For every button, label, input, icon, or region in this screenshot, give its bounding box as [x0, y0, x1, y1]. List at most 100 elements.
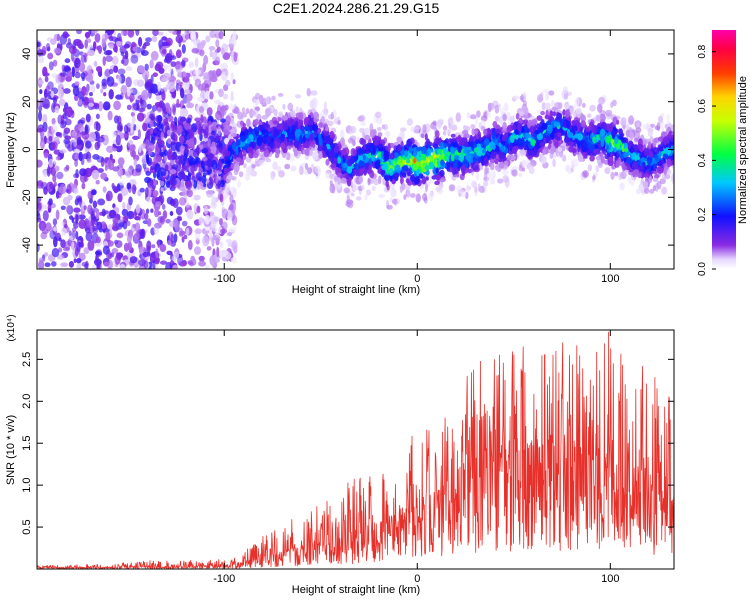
- spectrogram-cell: [346, 174, 350, 180]
- spectrogram-cell: [131, 115, 136, 124]
- spectrogram-cell: [105, 55, 113, 62]
- spectrogram-cell: [104, 32, 109, 41]
- spectrogram-cell: [150, 50, 159, 61]
- spectrogram-cell: [598, 162, 603, 169]
- spectrogram-cell: [52, 226, 58, 232]
- spectrogram-cell: [446, 166, 450, 172]
- spectrogram-cell: [358, 114, 366, 122]
- spectrogram-cell: [474, 186, 478, 193]
- spectrogram-cell: [85, 113, 91, 123]
- spectrogram-cell: [168, 75, 177, 83]
- spectrogram-cell: [102, 56, 106, 66]
- spectrogram-cell: [505, 111, 511, 121]
- spectrogram-cell: [663, 166, 667, 176]
- spectrogram-cell: [406, 188, 411, 199]
- spectrogram-cell: [589, 104, 596, 112]
- spectrogram-cell: [158, 139, 164, 146]
- spectrogram-cell: [165, 261, 172, 269]
- spectrogram-cell: [196, 42, 205, 50]
- spectrogram-cell: [420, 133, 425, 139]
- spectrogram-cell: [208, 229, 214, 240]
- spectrogram-cell: [100, 88, 104, 94]
- spectrogram-cell: [188, 61, 194, 68]
- spectrogram-cell: [95, 122, 101, 132]
- spectrogram-cell: [253, 152, 259, 159]
- spectrogram-cell: [144, 213, 149, 221]
- spectrogram-cell: [161, 41, 170, 47]
- spectrogram-cell: [160, 123, 164, 131]
- spectrogram-cell: [155, 94, 162, 101]
- spectrogram-cell: [229, 186, 237, 195]
- spectrogram-cell: [122, 55, 127, 60]
- spectrogram-cell: [58, 237, 62, 242]
- spectrogram-cell: [73, 207, 81, 213]
- spectrogram-cell: [221, 47, 225, 56]
- spectrogram-cell: [60, 239, 66, 249]
- spectrogram-cell: [193, 180, 198, 189]
- spectrogram-cell: [61, 227, 67, 236]
- spectrogram-cell: [512, 146, 518, 154]
- spectrogram-cell: [72, 40, 76, 50]
- spectrogram-cell: [337, 120, 341, 126]
- spectrogram-cell: [103, 92, 107, 97]
- spectrogram-cell: [68, 235, 74, 241]
- spectrogram-cell: [61, 221, 65, 226]
- spectrogram-cell: [37, 55, 45, 64]
- spectrogram-cell: [287, 102, 294, 111]
- spectrogram-cell: [215, 39, 220, 48]
- spectrogram-cell: [170, 120, 176, 129]
- spectrogram-cell: [179, 145, 186, 153]
- spectrogram-cell: [126, 235, 132, 244]
- spectrogram-cell: [425, 176, 429, 181]
- spectrogram-cell: [164, 154, 168, 163]
- spectrogram-cell: [64, 240, 71, 251]
- spectrogram-cell: [606, 123, 614, 133]
- spectrogram-cell: [101, 78, 107, 87]
- spectrogram-cell: [477, 157, 482, 162]
- spectrogram-cell: [367, 177, 371, 186]
- spectrogram-cell: [195, 172, 202, 181]
- spectrogram-cell: [40, 222, 45, 231]
- spectrogram-cell: [64, 135, 72, 140]
- spectrogram-cell: [551, 106, 558, 111]
- spectrogram-cell: [221, 221, 228, 230]
- spectrogram-cell: [117, 75, 122, 85]
- spectrogram-cell: [123, 124, 129, 134]
- spectrogram-cell: [500, 107, 505, 115]
- spectrogram-cell: [138, 145, 142, 154]
- spectrogram-cell: [102, 101, 111, 111]
- spectrogram-cell: [595, 114, 601, 122]
- spectrogram-cell: [48, 198, 53, 206]
- spectrogram-cell: [373, 141, 379, 146]
- spectrogram-cell: [79, 168, 87, 177]
- spectrogram-cell: [96, 83, 100, 89]
- spectrogram-cell: [89, 92, 93, 97]
- spectrogram-cell: [95, 66, 103, 72]
- spectrogram-cell: [81, 261, 89, 267]
- spectrogram-cell: [102, 186, 107, 193]
- spectrogram-cell: [656, 166, 663, 172]
- spectrogram-cell: [142, 43, 147, 50]
- spectrogram-cell: [193, 40, 197, 49]
- spectrogram-cell: [198, 216, 203, 226]
- spectrogram-cell: [91, 264, 96, 269]
- spectrogram-cell: [60, 120, 67, 128]
- spectrogram-cell: [229, 193, 234, 204]
- spectrogram-cell: [109, 209, 116, 219]
- spectrogram-cell: [304, 155, 310, 160]
- spectrogram-cell: [666, 158, 672, 168]
- spectrogram-cell: [86, 83, 90, 93]
- spectrogram-cell: [565, 109, 570, 118]
- spectrogram-cell: [120, 84, 128, 95]
- spectrogram-cell: [213, 216, 221, 222]
- spectrogram-cell: [95, 209, 100, 220]
- spectrogram-cell: [187, 139, 195, 148]
- spectrogram-cell: [209, 91, 214, 100]
- spectrogram-cell: [87, 68, 93, 80]
- spectrogram-cell: [380, 168, 386, 178]
- spectrogram-cell: [647, 127, 653, 138]
- spectrogram-cell: [150, 83, 159, 94]
- spectrogram-cell: [103, 50, 112, 56]
- spectrogram-cell: [321, 115, 325, 124]
